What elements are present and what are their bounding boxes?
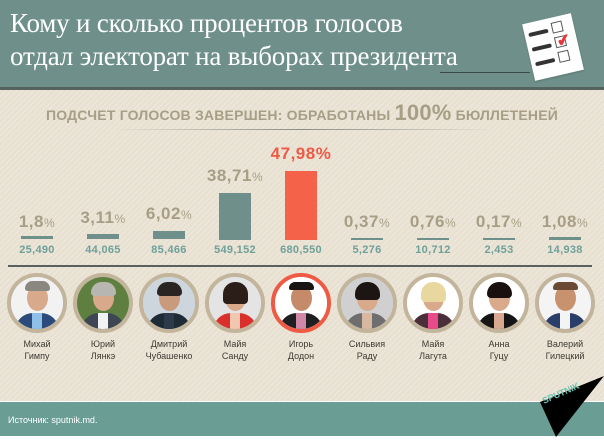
title-line-2: отдал электорат на выборах президента (10, 41, 458, 71)
ballot-checklist-icon: ✔ (522, 13, 584, 81)
candidate-name: Игорь Додон (287, 339, 315, 361)
avatar (7, 273, 67, 333)
bar (549, 237, 581, 240)
subtitle-prefix: ПОДСЧЕТ ГОЛОСОВ ЗАВЕРШЕН: ОБРАБОТАНЫ (45, 107, 391, 123)
chart-area: ПОДСЧЕТ ГОЛОСОВ ЗАВЕРШЕН: ОБРАБОТАНЫ 100… (0, 90, 604, 401)
avatar (73, 273, 133, 333)
bar (285, 171, 317, 240)
candidate-name: Валерий Гилецкий (545, 339, 585, 361)
percent-label: 0,37% (343, 212, 391, 231)
subtitle-highlight: 100% (394, 100, 452, 125)
avatar (337, 273, 397, 333)
candidate-name: Анна Гуцу (488, 339, 510, 361)
bar (153, 231, 185, 239)
percent-label: 1,8% (18, 212, 56, 231)
percent-label: 47,98% (270, 144, 332, 163)
votes-count: 44,065 (85, 244, 121, 256)
avatar (469, 273, 529, 333)
bar (21, 236, 53, 239)
votes-count: 2,453 (484, 244, 514, 256)
votes-count: 680,550 (280, 244, 322, 256)
header-divider (0, 87, 604, 90)
avatar (535, 273, 595, 333)
votes-count: 14,938 (547, 244, 583, 256)
candidate-name: Сильвия Раду (348, 339, 386, 361)
page-title: Кому и сколько процентов голосов отдал э… (10, 7, 458, 73)
votes-count: 5,276 (352, 244, 382, 256)
bar (483, 238, 515, 240)
percent-label: 1,08% (541, 212, 589, 231)
avatar (271, 273, 331, 333)
title-line-1: Кому и сколько процентов голосов (10, 8, 403, 38)
source-text: Источник: sputnik.md. (8, 415, 98, 425)
avatar (403, 273, 463, 333)
header: Кому и сколько процентов голосов отдал э… (0, 0, 604, 87)
footer: Источник: sputnik.md. (0, 401, 604, 436)
bar (219, 193, 251, 240)
sputnik-logo: SPUTNIK (540, 376, 604, 437)
percent-label: 38,71% (206, 166, 264, 185)
avatar (139, 273, 199, 333)
candidate-name: Михай Гимпу (23, 339, 51, 361)
candidate-name: Дмитрий Чубашенко (145, 339, 193, 361)
subtitle: ПОДСЧЕТ ГОЛОСОВ ЗАВЕРШЕН: ОБРАБОТАНЫ 100… (0, 100, 604, 126)
percent-label: 6,02% (145, 204, 193, 223)
percent-label: 0,76% (409, 212, 457, 231)
avatar (205, 273, 265, 333)
bar (351, 238, 383, 240)
percent-label: 0,17% (475, 212, 523, 231)
subtitle-underline (110, 129, 494, 130)
candidate-name: Майя Санду (221, 339, 249, 361)
bar (417, 238, 449, 240)
votes-count: 25,490 (19, 244, 55, 256)
subtitle-suffix: БЮЛЛЕТЕНЕЙ (455, 107, 559, 123)
votes-count: 85,466 (151, 244, 187, 256)
votes-count: 10,712 (415, 244, 451, 256)
candidate-name: Майя Лагута (419, 339, 447, 361)
candidate-name: Юрий Лянкэ (90, 339, 116, 361)
chart-divider (8, 265, 592, 267)
bar (87, 234, 119, 239)
title-underline (440, 72, 530, 73)
percent-label: 3,11% (80, 208, 126, 227)
votes-count: 549,152 (214, 244, 256, 256)
